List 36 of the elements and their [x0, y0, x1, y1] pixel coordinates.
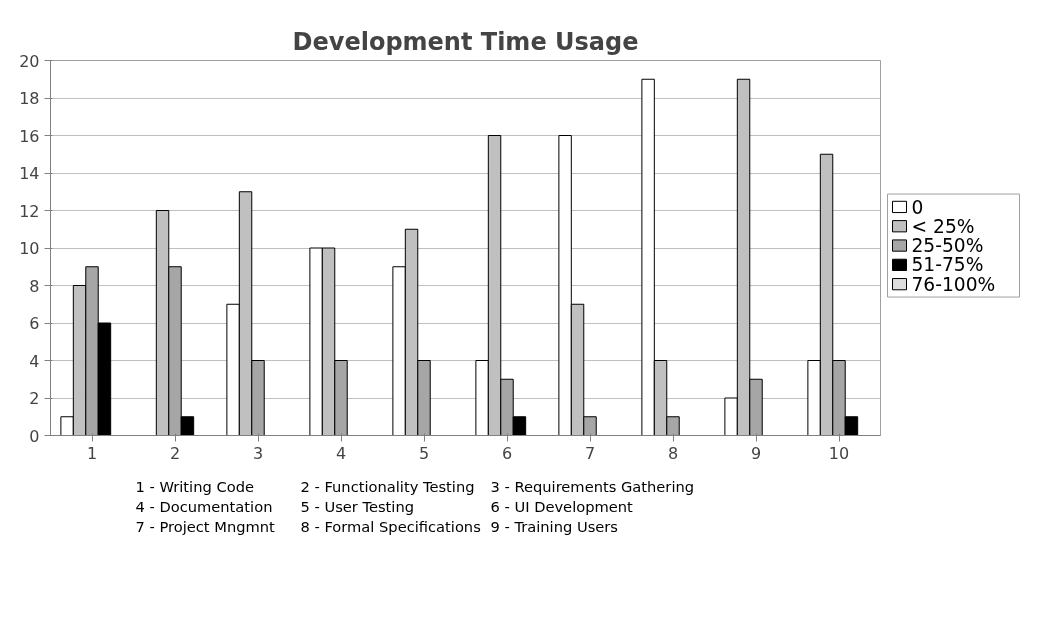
legend-label: < 25%	[911, 215, 975, 237]
y-tick-label: 2	[29, 389, 40, 408]
x-tick-label: 10	[828, 443, 850, 463]
x-tick-label: 6	[501, 443, 513, 463]
text: 6 - UI Development	[490, 498, 634, 515]
y-tick-label: 20	[19, 51, 40, 71]
text: 8 - Formal Specifications	[300, 518, 481, 535]
x-tick-label: 5	[418, 443, 430, 463]
text: 4 - Documentation	[135, 498, 273, 515]
y-tick-label: 0	[29, 426, 40, 446]
text: 1 - Writing Code	[135, 478, 254, 495]
y-tick-label: 8	[29, 276, 40, 296]
x-tick-label: 4	[335, 443, 347, 463]
chart-title: Development Time Usage	[292, 27, 639, 56]
x-tick-label: 3	[252, 443, 264, 463]
x-tick-label: 1	[86, 443, 98, 463]
y-tick-label: 6	[29, 314, 40, 333]
y-tick-label: 14	[19, 164, 40, 183]
text: 9 - Training Users	[490, 518, 618, 535]
x-tick-label: 8	[667, 443, 679, 463]
y-tick-label: 4	[29, 351, 40, 371]
x-tick-label: 7	[584, 443, 596, 463]
text: 2 - Functionality Testing	[300, 478, 475, 495]
y-tick-label: 10	[19, 239, 40, 258]
text: 7 - Project Mngmnt	[135, 518, 276, 535]
legend-label: 25-50%	[911, 235, 984, 257]
legend-label: 51-75%	[911, 254, 984, 276]
y-tick-label: 16	[19, 126, 40, 146]
legend-label: 0	[911, 196, 924, 218]
legend-label: 76-100%	[911, 273, 996, 295]
x-tick-label: 9	[750, 443, 762, 463]
text: 5 - User Testing	[300, 498, 415, 515]
text: 3 - Requirements Gathering	[490, 478, 695, 495]
y-tick-label: 18	[19, 89, 40, 108]
y-tick-label: 12	[19, 201, 40, 221]
x-tick-label: 2	[169, 443, 181, 463]
